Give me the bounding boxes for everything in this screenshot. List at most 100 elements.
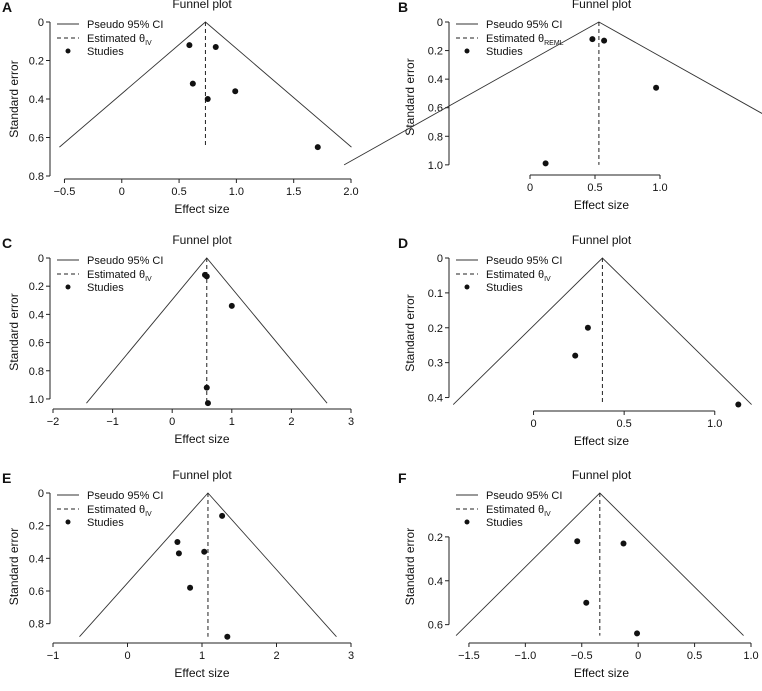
- x-tick-label: −0.5: [571, 650, 593, 662]
- chart-title: Funnel plot: [172, 0, 232, 11]
- legend-studies-swatch: [65, 519, 71, 525]
- legend-estimate-prefix: Estimated θ: [87, 504, 145, 516]
- x-tick-label: 0.5: [171, 186, 186, 198]
- x-tick-label: 1.0: [229, 186, 244, 198]
- legend-estimate-prefix: Estimated θ: [87, 33, 145, 45]
- y-axis-label: Standard error: [403, 294, 417, 371]
- y-axis-label: Standard error: [7, 60, 21, 137]
- study-point: [589, 36, 596, 43]
- y-tick-label: 0.3: [428, 358, 443, 370]
- study-point: [583, 599, 590, 606]
- legend-estimate-prefix: Estimated θ: [486, 269, 544, 281]
- study-point: [187, 584, 194, 591]
- y-tick-label: 0.6: [29, 338, 44, 350]
- x-tick-label: 0.5: [687, 650, 702, 662]
- x-tick-label: 0: [635, 650, 641, 662]
- legend-ci-label: Pseudo 95% CI: [87, 255, 163, 267]
- x-tick-label: 2.0: [343, 186, 358, 198]
- legend-ci-label: Pseudo 95% CI: [87, 19, 163, 31]
- x-tick-label: 1: [199, 650, 205, 662]
- study-point: [186, 42, 193, 49]
- legend-estimate-subscript: IV: [145, 276, 152, 283]
- chart-title: Funnel plot: [172, 233, 232, 247]
- x-tick-label: −0.5: [54, 186, 76, 198]
- y-tick-label: 0.4: [428, 576, 443, 588]
- y-tick-label: 0: [38, 17, 44, 29]
- y-axis-label: Standard error: [403, 528, 417, 605]
- y-tick-label: 0.6: [428, 620, 443, 632]
- legend-ci-label: Pseudo 95% CI: [486, 255, 562, 267]
- y-tick-label: 0.4: [428, 393, 443, 405]
- y-tick-label: 0.8: [29, 171, 44, 183]
- x-axis-label: Effect size: [174, 432, 229, 446]
- x-tick-label: 0.5: [617, 418, 632, 430]
- y-tick-label: 0.6: [29, 586, 44, 598]
- chart-title: Funnel plot: [172, 468, 232, 482]
- study-point: [228, 302, 235, 309]
- x-tick-label: 3: [348, 650, 354, 662]
- panel-b: B Funnel plot 0 0.5 1.0 0 0.2 0.4 0.6 0.8 1.0 Effec…: [343, 0, 762, 212]
- study-point: [204, 96, 211, 102]
- panel-letter: E: [2, 470, 11, 486]
- legend-ci-label: Pseudo 95% CI: [87, 490, 163, 502]
- legend-ci-label: Pseudo 95% CI: [486, 490, 562, 502]
- x-tick-label: 1.0: [707, 418, 722, 430]
- x-tick-label: 0: [527, 182, 533, 194]
- legend-estimate-label: Estimated θIV: [87, 504, 152, 518]
- x-tick-label: 1: [229, 416, 235, 428]
- panel-c: C Funnel plot −2 −1 0 1 2 3 0 0.2 0.4 0.6 0.8 1.0 Effe…: [2, 233, 354, 446]
- study-point: [203, 273, 210, 280]
- legend-studies-label: Studies: [486, 282, 523, 294]
- study-point: [601, 37, 608, 44]
- legend-estimate-subscript: IV: [145, 511, 152, 518]
- panel-letter: F: [398, 470, 407, 486]
- y-tick-label: 0.2: [428, 323, 443, 335]
- y-tick-label: 0.4: [29, 94, 44, 106]
- legend-estimate-subscript: IV: [145, 40, 152, 47]
- x-tick-label: 0: [119, 186, 125, 198]
- study-point: [653, 84, 660, 91]
- legend-estimate-label: Estimated θIV: [486, 269, 551, 283]
- x-axis-label: Effect size: [174, 666, 229, 680]
- panel-f: F Funnel plot −1.5 −1.0 −0.5 0 0.5 1.0 0.2 0.4 0.6…: [398, 468, 759, 680]
- study-point: [203, 384, 210, 391]
- study-point: [224, 633, 231, 640]
- panel-e: E Funnel plot −1 0 1 2 3 0 0.2 0.4 0.6 0.8 Effect si…: [2, 468, 354, 680]
- study-point: [204, 400, 211, 407]
- x-tick-label: 0: [530, 418, 536, 430]
- legend-studies-swatch: [65, 48, 71, 54]
- y-tick-label: 0.2: [428, 532, 443, 544]
- chart-title: Funnel plot: [572, 0, 632, 11]
- legend-estimate-subscript: IV: [544, 511, 551, 518]
- x-tick-label: −1.0: [514, 650, 536, 662]
- x-axis-label: Effect size: [574, 666, 629, 680]
- legend-studies-label: Studies: [87, 517, 124, 529]
- panel-letter: C: [2, 235, 12, 251]
- y-tick-label: 0.4: [29, 309, 44, 321]
- y-tick-label: 0.4: [428, 74, 443, 86]
- study-point: [201, 548, 208, 555]
- legend-studies-swatch: [464, 519, 470, 525]
- y-tick-label: 1.0: [29, 394, 44, 406]
- x-tick-label: 3: [348, 416, 354, 428]
- x-tick-label: −2: [47, 416, 60, 428]
- study-point: [212, 44, 219, 51]
- legend-estimate-subscript: REML: [544, 40, 564, 47]
- y-axis-label: Standard error: [7, 293, 21, 370]
- legend-estimate-prefix: Estimated θ: [486, 504, 544, 516]
- legend-studies-label: Studies: [87, 282, 124, 294]
- legend-estimate-label: Estimated θIV: [87, 269, 152, 283]
- y-tick-label: 0: [38, 253, 44, 265]
- study-point: [175, 550, 182, 557]
- legend-studies-swatch: [65, 284, 71, 290]
- legend-ci-label: Pseudo 95% CI: [486, 19, 562, 31]
- x-tick-label: 2: [288, 416, 294, 428]
- panel-letter: A: [2, 0, 12, 15]
- legend-studies-label: Studies: [486, 517, 523, 529]
- x-tick-label: −1.5: [458, 650, 480, 662]
- x-axis-label: Effect size: [574, 434, 629, 448]
- x-tick-label: 1.5: [286, 186, 301, 198]
- y-tick-label: 0.2: [428, 46, 443, 58]
- study-point: [232, 88, 239, 95]
- legend-estimate-label: Estimated θIV: [486, 504, 551, 518]
